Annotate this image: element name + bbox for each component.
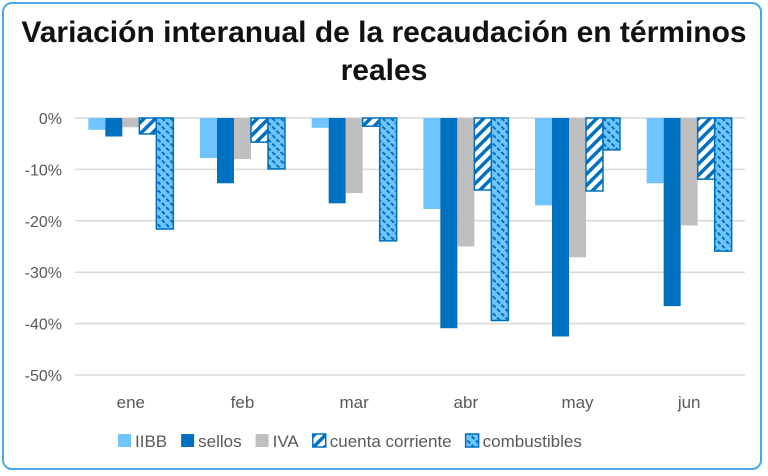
y-tick-label: -30% [25, 265, 62, 282]
chart-frame [2, 2, 762, 470]
bar-sellos-mar [328, 118, 346, 204]
bar-IVA-mar [345, 118, 363, 194]
bar-IVA-abr [457, 118, 475, 247]
legend-label: IIBB [135, 432, 167, 451]
bar-IIBB-feb [200, 118, 217, 159]
bar-combustibles-may [602, 117, 621, 151]
bar-IVA-may [569, 118, 586, 258]
legend-swatch [255, 434, 269, 447]
legend-label: sellos [198, 432, 241, 451]
bar-IIBB-jun [646, 118, 664, 184]
chart-title: Variación interanual de la recaudación e… [21, 16, 747, 87]
legend-swatch [311, 433, 327, 448]
x-tick-label: ene [117, 393, 145, 412]
y-tick-label: -40% [25, 317, 62, 334]
bar-combustibles-abr [490, 117, 510, 322]
bar-IIBB-mar [311, 118, 329, 128]
bar-sellos-jun [663, 118, 681, 307]
y-tick-label: -20% [25, 214, 62, 231]
y-tick-label: -50% [25, 368, 62, 385]
legend-swatch [464, 433, 480, 448]
bar-IVA-feb [234, 118, 251, 160]
bar-cuenta-corriente-jun [696, 117, 716, 180]
y-tick-label: -10% [25, 162, 62, 179]
bar-IVA-ene [122, 118, 140, 128]
bar-combustibles-feb [267, 117, 286, 170]
y-tick-label: 0% [39, 111, 62, 128]
x-tick-label: mar [340, 393, 370, 412]
bar-IVA-jun [680, 118, 698, 226]
bar-combustibles-ene [155, 117, 175, 230]
legend-swatch [181, 434, 195, 447]
bar-sellos-ene [105, 118, 123, 137]
bar-sellos-abr [440, 118, 458, 329]
bar-cuenta-corriente-may [585, 117, 604, 192]
bar-sellos-feb [217, 118, 234, 184]
legend-label: cuenta corriente [330, 432, 452, 451]
legend-label: IVA [273, 432, 300, 451]
x-tick-label: feb [231, 393, 255, 412]
bar-combustibles-mar [378, 117, 398, 242]
x-tick-label: abr [454, 393, 479, 412]
bar-cuenta-corriente-abr [473, 117, 493, 191]
legend-swatch [118, 434, 131, 447]
bar-IIBB-abr [423, 118, 441, 209]
x-tick-label: may [561, 393, 594, 412]
bar-cuenta-corriente-ene [138, 117, 158, 135]
bar-IIBB-ene [88, 118, 106, 130]
legend-label: combustibles [483, 432, 582, 451]
x-tick-label: jun [677, 393, 701, 412]
bar-cuenta-corriente-mar [361, 117, 381, 127]
bar-combustibles-jun [713, 117, 733, 252]
bar-sellos-may [552, 118, 569, 337]
bar-cuenta-corriente-feb [250, 117, 269, 143]
bar-IIBB-may [535, 118, 552, 206]
